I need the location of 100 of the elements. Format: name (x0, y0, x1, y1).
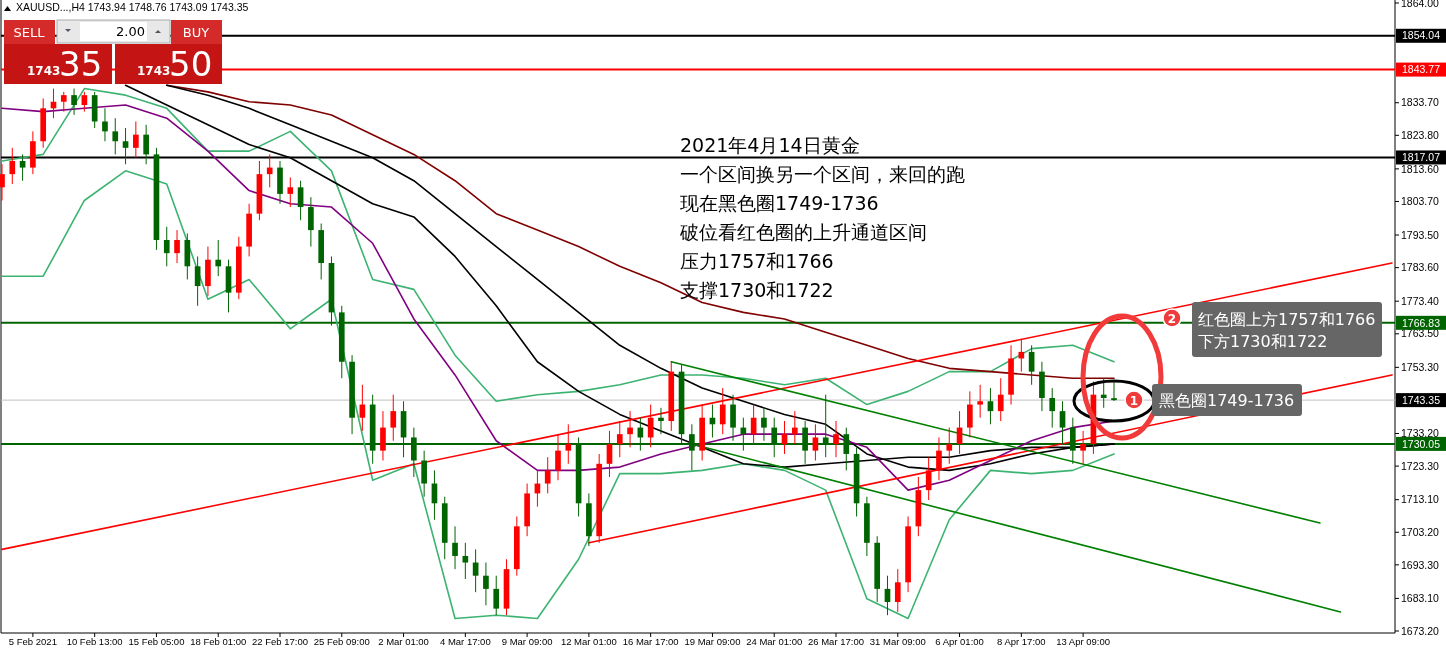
candlestick (493, 575, 500, 616)
candlestick (616, 420, 623, 458)
x-tick-label: 6 Apr 01:00 (935, 636, 984, 647)
candlestick (658, 407, 664, 435)
x-tick-label: 31 Mar 09:00 (869, 636, 926, 647)
candlestick (308, 196, 314, 248)
x-tick-label: 8 Apr 17:00 (997, 636, 1046, 647)
candlestick (215, 239, 222, 277)
candlestick (977, 384, 983, 419)
ref-line-label: 1730.05 (1402, 437, 1441, 450)
candlestick (462, 542, 469, 580)
x-tick-label: 22 Feb 17:00 (252, 636, 308, 647)
candlestick (833, 420, 839, 458)
annotation: 下方1730和1722 (1198, 332, 1328, 351)
candlestick (1049, 387, 1056, 429)
y-tick-label: 1683.10 (1401, 592, 1440, 605)
annotation: 现在黑色圈1749-1736 (680, 192, 879, 214)
y-tick-label: 1753.30 (1401, 361, 1440, 374)
candlestick (133, 120, 139, 159)
x-tick-label: 19 Mar 09:00 (684, 636, 741, 647)
x-tick-label: 16 Mar 17:00 (622, 636, 679, 647)
candlestick (997, 377, 1004, 422)
candlestick (812, 423, 819, 462)
y-tick-label: 1763.50 (1401, 327, 1440, 340)
annotation: 1 (1129, 394, 1139, 408)
candlestick (102, 107, 108, 142)
y-tick-label: 1703.20 (1401, 525, 1440, 538)
annotation: 压力1757和1766 (680, 250, 834, 272)
candlestick (761, 407, 767, 442)
annotation: 一个区间换另一个区间，来回的跑 (680, 163, 965, 185)
y-tick-label: 1723.30 (1401, 459, 1440, 472)
x-tick-label: 25 Feb 09:00 (313, 636, 370, 647)
x-tick-label: 4 Mar 17:00 (439, 636, 491, 647)
x-tick-label: 15 Feb 05:00 (128, 636, 185, 647)
y-tick-label: 1773.40 (1401, 294, 1440, 307)
candlestick (19, 153, 26, 182)
candlestick (791, 410, 798, 445)
annotation: 2 (1167, 312, 1177, 326)
y-tick-label: 1693.30 (1401, 558, 1440, 571)
x-tick-label: 24 Mar 01:00 (746, 636, 803, 647)
annotation: 50 (169, 44, 213, 84)
candlestick (452, 525, 458, 570)
candlestick (1100, 377, 1107, 409)
y-tick-label: 1823.80 (1401, 128, 1440, 141)
candlestick (1080, 430, 1086, 465)
candlestick (380, 410, 386, 462)
candlestick (555, 433, 561, 481)
candlestick (390, 394, 397, 442)
y-tick-label: 1783.60 (1401, 261, 1440, 274)
candlestick (719, 387, 726, 435)
y-tick-label: 1813.60 (1401, 162, 1440, 175)
line-series (1, 87, 1115, 406)
candlestick (894, 568, 901, 613)
annotation: 1743 (137, 64, 171, 78)
ref-line-label: 1817.07 (1402, 151, 1441, 164)
candlestick (483, 562, 489, 606)
ref-line-label: 1743.35 (1402, 393, 1441, 406)
candlestick (71, 88, 77, 116)
candlestick (421, 450, 427, 498)
candlestick (936, 436, 942, 481)
ref-line-label: 1843.77 (1402, 63, 1441, 76)
candlestick (946, 427, 953, 465)
annotation: 黑色圈1749-1736 (1159, 391, 1295, 410)
candlestick (174, 229, 180, 264)
ref-line-label: 1766.83 (1402, 316, 1441, 329)
candlestick (9, 147, 16, 185)
annotation: 35 (59, 44, 103, 84)
candlestick (163, 226, 170, 267)
y-tick-label: 1864.00 (1401, 0, 1440, 9)
x-tick-label: 26 Mar 17:00 (808, 636, 864, 647)
x-tick-label: 2 Mar 01:00 (378, 636, 429, 647)
annotation: 支撑1730和1722 (680, 279, 834, 301)
candlestick (1059, 400, 1066, 445)
candlestick (143, 124, 149, 165)
x-tick-label: 13 Apr 09:00 (1056, 636, 1111, 647)
y-tick-label: 1713.10 (1401, 493, 1440, 506)
y-tick-label: 1833.70 (1401, 96, 1440, 109)
annotation: 破位看红色圈的上升通道区间 (679, 221, 927, 243)
candlestick (967, 390, 973, 438)
candlestick (0, 163, 5, 201)
x-tick-label: 12 Mar 01:00 (560, 636, 617, 647)
candlestick (565, 423, 572, 465)
ref-line-label: 1854.04 (1402, 29, 1441, 42)
candlestick (112, 117, 119, 155)
annotation: SELL (13, 25, 46, 40)
candlestick (122, 127, 129, 165)
y-tick-label: 1673.20 (1401, 624, 1440, 637)
candlestick (60, 91, 67, 113)
y-tick-label: 1803.70 (1401, 195, 1440, 208)
candlestick (266, 153, 273, 188)
x-tick-label: 5 Feb 2021 (8, 636, 57, 647)
chart-title: XAUUSD...,H4 1743.94 1748.76 1743.09 1743.35 (16, 1, 249, 13)
annotation: 2021年4月14日黄金 (680, 134, 860, 156)
x-tick-label: 9 Mar 09:00 (501, 636, 553, 647)
y-tick-label: 1793.50 (1401, 228, 1440, 241)
annotation: BUY (182, 25, 210, 40)
x-tick-label: 10 Feb 13:00 (66, 636, 123, 647)
y-tick-label: 1733.20 (1401, 427, 1440, 440)
candlestick (730, 394, 736, 442)
x-tick-label: 18 Feb 01:00 (190, 636, 247, 647)
